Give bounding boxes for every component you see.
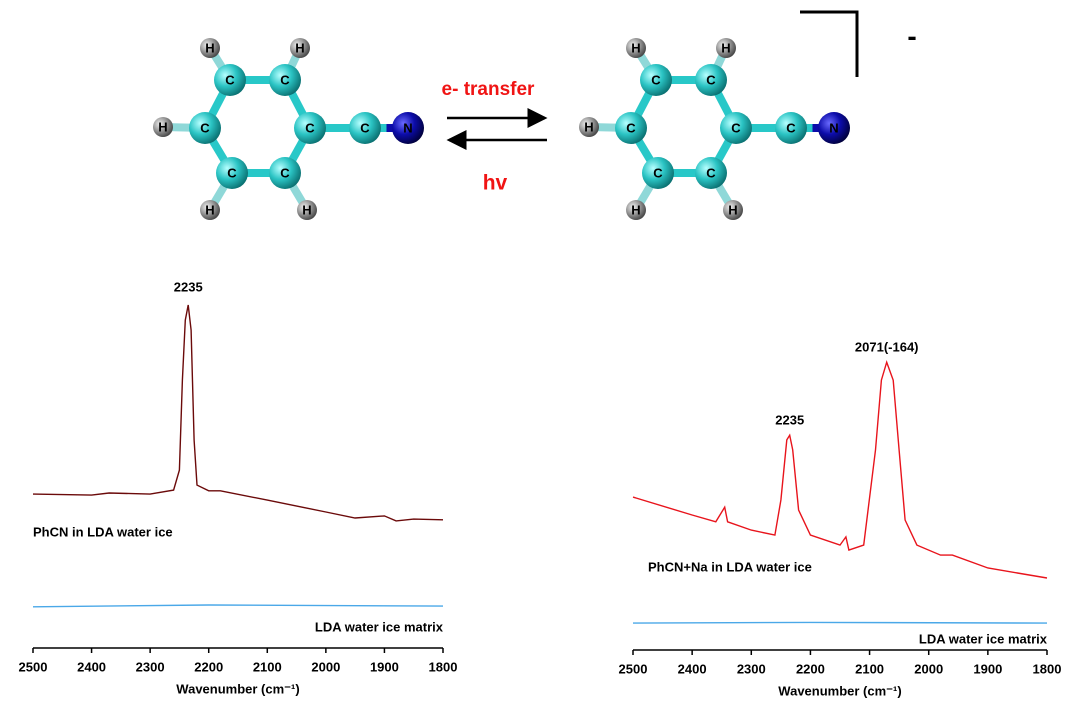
spectrum-line [633,622,1047,623]
atom-label: H [205,40,214,55]
atom-label: C [626,120,636,135]
spectrum-line [33,605,443,607]
x-tick-label: 2500 [619,661,648,676]
x-tick-label: 2400 [678,661,707,676]
backward-label: hv [483,172,508,195]
molecule: H H C C H C C C N C C H H [153,38,424,220]
chart: 2500 2400 2300 2200 2100 2000 1900 1800 Wavenumb… [19,279,458,696]
x-tick-label: 2300 [737,661,766,676]
series-label: PhCN+Na in LDA water ice [648,559,812,574]
series-label: LDA water ice matrix [315,619,444,634]
spectrum-line [633,362,1047,578]
atom-label: C [651,72,661,87]
peak-label: 2235 [174,279,203,294]
figure: e- transfer hv - H H C C H C C C N C C H H H H C C H C C C N C… [0,0,1067,701]
x-tick-label: 1800 [1033,661,1062,676]
x-tick-label: 2000 [311,659,340,674]
chart: 2500 2400 2300 2200 2100 2000 1900 1800 Wavenumb… [619,339,1062,698]
atom-label: H [302,202,311,217]
atom-label: H [631,202,640,217]
peak-label: 2235 [775,412,804,427]
peak-label: 2071(-164) [855,339,919,354]
x-tick-label: 2500 [19,659,48,674]
atom-label: H [158,119,167,134]
x-tick-label: 2200 [796,661,825,676]
atom-label: C [706,165,716,180]
x-tick-label: 1800 [429,659,458,674]
atom-label: H [584,119,593,134]
x-axis-label: Wavenumber (cm⁻¹) [778,683,901,698]
x-tick-label: 1900 [973,661,1002,676]
atom-label: C [786,120,796,135]
charge-label: - [907,20,916,51]
series-label: LDA water ice matrix [919,631,1048,646]
x-tick-label: 2300 [136,659,165,674]
atom-label: C [653,165,663,180]
x-tick-label: 2400 [77,659,106,674]
molecule: H H C C H C C C N C C H H [579,38,850,220]
atom-label: C [305,120,315,135]
x-tick-label: 1900 [370,659,399,674]
atom-label: H [205,202,214,217]
atom-label: C [731,120,741,135]
atom-label: C [200,120,210,135]
x-tick-label: 2100 [855,661,884,676]
x-tick-label: 2100 [253,659,282,674]
atom-label: N [829,120,838,135]
atom-label: H [295,40,304,55]
atom-label: C [227,165,237,180]
atom-label: H [721,40,730,55]
forward-label: e- transfer [442,79,536,100]
reaction-scheme: e- transfer hv - H H C C H C C C N C C H H H H C C H C C C N C… [153,12,917,220]
spectrum-line [33,305,443,521]
x-tick-label: 2000 [914,661,943,676]
atom-label: H [631,40,640,55]
atom-label: C [225,72,235,87]
atom-label: H [728,202,737,217]
atom-label: N [403,120,412,135]
atom-label: C [706,72,716,87]
anion-bracket [800,12,857,77]
atom-label: C [280,165,290,180]
atom-label: C [360,120,370,135]
x-axis-label: Wavenumber (cm⁻¹) [176,681,299,696]
x-tick-label: 2200 [194,659,223,674]
atom-label: C [280,72,290,87]
page: {"scheme": {"forward": "e- transfer", "b… [0,0,1067,701]
series-label: PhCN in LDA water ice [33,524,173,539]
